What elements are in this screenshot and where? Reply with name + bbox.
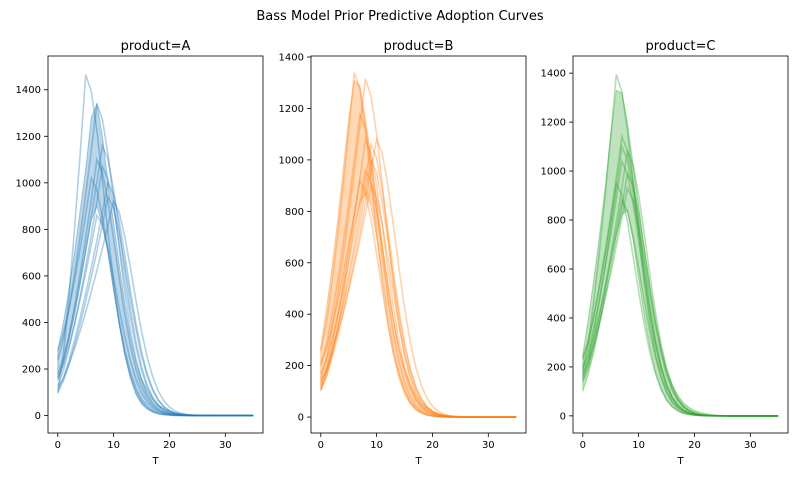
subplot-1: 0 10 20 30 0 200 400 600 800 1000 1200 1400 product=… xyxy=(279,39,527,467)
y-tick-label: 800 xyxy=(547,216,566,227)
series-line-4 xyxy=(57,163,254,417)
series-line-7 xyxy=(582,185,779,417)
x-tick-label: 30 xyxy=(744,440,757,451)
series-line-8 xyxy=(582,197,779,417)
axes-frame xyxy=(47,55,264,434)
x-tick-label: 10 xyxy=(370,440,383,451)
subplot-title: product=B xyxy=(384,39,454,54)
y-tick-label: 1400 xyxy=(541,69,566,80)
y-tick-label: 1000 xyxy=(16,178,41,189)
series-line-9 xyxy=(57,213,254,417)
series-line-6 xyxy=(582,180,779,417)
y-tick-label: 0 xyxy=(35,411,41,422)
x-tick-label: 0 xyxy=(55,440,61,451)
x-tick-label: 10 xyxy=(632,440,645,451)
x-tick-label: 30 xyxy=(482,440,495,451)
x-tick-label: 20 xyxy=(688,440,701,451)
y-tick-label: 600 xyxy=(22,271,41,282)
series-line-7 xyxy=(57,175,254,417)
x-axis-label: T xyxy=(151,456,159,467)
subplot-2: 0 10 20 30 0 200 400 600 800 1000 1200 1400 product=… xyxy=(541,39,789,467)
y-tick-label: 800 xyxy=(22,225,41,236)
axes-frame xyxy=(572,55,789,434)
series-line-1 xyxy=(57,103,254,417)
series-line-2 xyxy=(320,113,517,418)
y-tick-label: 400 xyxy=(22,318,41,329)
y-tick-label: 200 xyxy=(547,362,566,373)
y-tick-label: 600 xyxy=(547,264,566,275)
series-line-6 xyxy=(57,194,254,417)
series-line-2 xyxy=(57,142,254,417)
x-axis-label: T xyxy=(414,456,422,467)
y-tick-label: 400 xyxy=(285,310,304,321)
series-line-1 xyxy=(320,78,517,418)
x-tick-label: 20 xyxy=(163,440,176,451)
y-tick-label: 1200 xyxy=(279,104,304,115)
series-line-5 xyxy=(57,180,254,417)
y-tick-label: 1400 xyxy=(279,53,304,64)
series-line-5 xyxy=(320,157,517,418)
series-line-0 xyxy=(582,74,779,417)
series-line-2 xyxy=(582,143,779,417)
y-tick-label: 400 xyxy=(547,313,566,324)
subplot-0: 0 10 20 30 0 200 400 600 800 1000 1200 1400 product=… xyxy=(16,39,264,467)
credible-band xyxy=(320,79,517,418)
series-line-7 xyxy=(320,136,517,418)
series-line-0 xyxy=(320,72,517,418)
y-tick-label: 600 xyxy=(285,258,304,269)
x-tick-label: 20 xyxy=(426,440,439,451)
y-tick-label: 1000 xyxy=(279,155,304,166)
credible-band xyxy=(57,101,254,416)
series-line-4 xyxy=(320,141,517,418)
series-line-3 xyxy=(320,136,517,418)
series-line-8 xyxy=(57,199,254,417)
y-tick-label: 0 xyxy=(298,413,304,424)
y-tick-label: 800 xyxy=(285,207,304,218)
y-tick-label: 200 xyxy=(22,365,41,376)
y-tick-label: 1000 xyxy=(541,167,566,178)
axes-frame xyxy=(310,55,527,434)
series-line-3 xyxy=(582,148,779,417)
y-tick-label: 1400 xyxy=(16,85,41,96)
series-line-9 xyxy=(320,177,517,418)
x-axis-label: T xyxy=(676,456,684,467)
y-tick-label: 1200 xyxy=(541,118,566,129)
x-tick-label: 10 xyxy=(107,440,120,451)
series-line-3 xyxy=(57,156,254,417)
x-tick-label: 0 xyxy=(318,440,324,451)
series-line-1 xyxy=(582,133,779,417)
figure-suptitle: Bass Model Prior Predictive Adoption Cur… xyxy=(256,9,543,24)
x-tick-label: 30 xyxy=(219,440,232,451)
subplot-title: product=C xyxy=(646,39,716,54)
series-line-5 xyxy=(582,170,779,417)
y-tick-label: 1200 xyxy=(16,132,41,143)
credible-band xyxy=(582,89,779,417)
y-tick-label: 200 xyxy=(285,361,304,372)
series-line-0 xyxy=(57,74,254,417)
y-tick-label: 0 xyxy=(560,411,566,422)
series-line-8 xyxy=(320,183,517,418)
series-line-4 xyxy=(582,158,779,417)
x-tick-label: 0 xyxy=(580,440,586,451)
series-line-6 xyxy=(320,167,517,418)
subplot-title: product=A xyxy=(121,39,191,54)
